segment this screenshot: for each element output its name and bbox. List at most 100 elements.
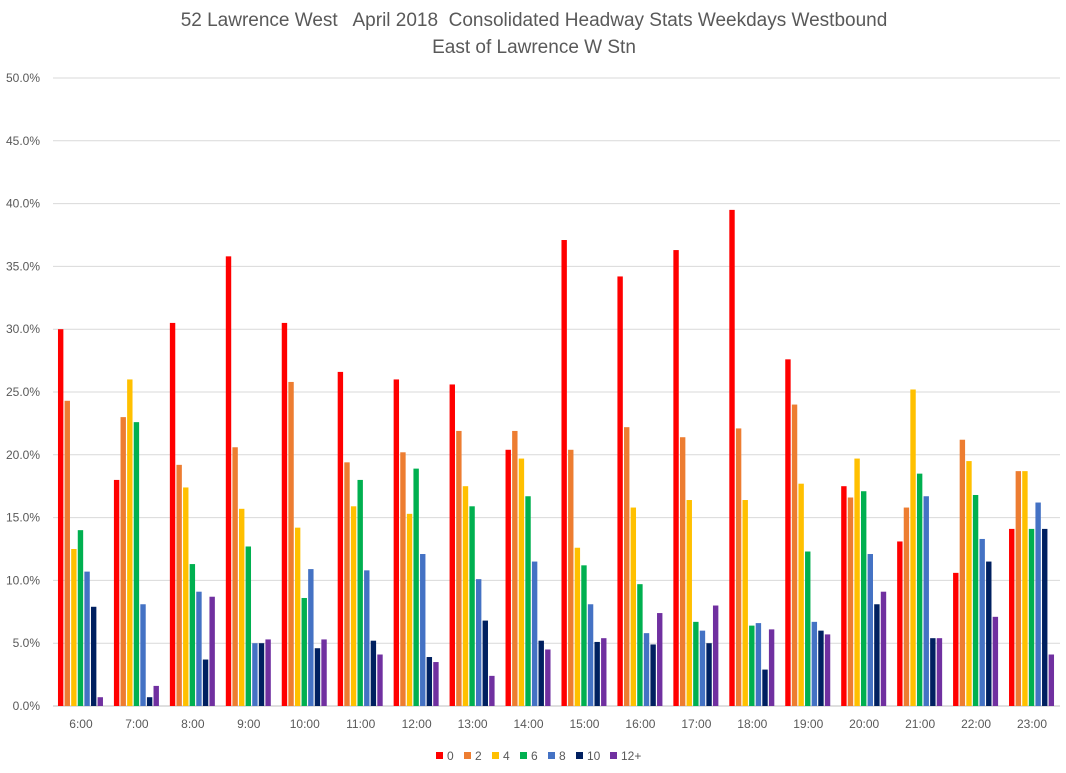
legend-item: 6	[520, 749, 538, 763]
bar-1300-series-4	[462, 486, 469, 706]
bar-2100-series-12plus	[936, 638, 943, 706]
bar-2100-series-2	[903, 507, 910, 706]
y-tick-label: 30.0%	[6, 322, 40, 336]
bar-700-series-8	[140, 604, 146, 706]
bar-1800-series-2	[735, 428, 742, 706]
x-tick-label: 9:00	[237, 717, 261, 731]
legend-swatch	[548, 752, 555, 759]
bar-1300-series-2	[456, 430, 462, 706]
bar-1700-series-8	[699, 630, 706, 706]
bar-900-series-0	[225, 256, 232, 706]
bar-800-series-2	[176, 464, 182, 706]
bar-1500-series-6	[581, 565, 587, 706]
y-tick-label: 0.0%	[13, 699, 41, 713]
bar-700-series-2	[120, 417, 126, 706]
bar-1600-series-12plus	[657, 613, 663, 706]
bar-1000-series-8	[308, 569, 314, 706]
legend-swatch	[576, 752, 583, 759]
bar-1700-series-4	[686, 500, 692, 706]
bar-1300-series-0	[449, 384, 455, 706]
bar-600-series-2	[64, 400, 70, 706]
x-tick-label: 21:00	[905, 717, 935, 731]
bar-1200-series-10	[426, 657, 433, 706]
bar-600-series-8	[84, 571, 90, 706]
bar-2100-series-10	[930, 638, 936, 706]
x-tick-label: 12:00	[402, 717, 432, 731]
x-tick-label: 16:00	[625, 717, 655, 731]
bar-1800-series-8	[755, 623, 762, 706]
bar-2300-series-4	[1022, 471, 1028, 706]
x-tick-label: 10:00	[290, 717, 320, 731]
bar-1000-series-12plus	[321, 639, 327, 706]
y-tick-label: 45.0%	[6, 134, 40, 148]
bar-1600-series-0	[617, 276, 623, 706]
bar-2300-series-12plus	[1048, 654, 1055, 706]
bar-1900-series-6	[805, 551, 811, 706]
bar-1600-series-6	[637, 584, 643, 706]
bar-1200-series-12plus	[433, 662, 439, 706]
bar-2300-series-2	[1015, 471, 1022, 706]
bar-1800-series-10	[762, 669, 768, 706]
bar-1400-series-6	[525, 496, 531, 706]
bar-1400-series-12plus	[545, 649, 551, 706]
legend-swatch	[610, 752, 617, 759]
legend-label: 2	[475, 749, 482, 763]
bar-800-series-10	[202, 659, 209, 706]
bar-900-series-8	[252, 643, 258, 706]
bar-1900-series-8	[811, 621, 818, 706]
chart-subtitle: East of Lawrence W Stn	[432, 37, 636, 58]
bar-1500-series-4	[574, 547, 581, 706]
y-tick-label: 40.0%	[6, 197, 40, 211]
bar-1000-series-0	[281, 322, 288, 706]
y-tick-label: 20.0%	[6, 448, 40, 462]
bar-1800-series-4	[742, 500, 748, 706]
bar-2000-series-6	[860, 491, 867, 706]
legend-label: 6	[531, 749, 538, 763]
bar-800-series-12plus	[209, 596, 215, 706]
bar-2200-series-8	[979, 538, 985, 706]
bar-1300-series-6	[469, 506, 475, 706]
legend-label: 0	[447, 749, 454, 763]
bar-1700-series-6	[693, 621, 699, 706]
x-tick-label: 8:00	[181, 717, 205, 731]
legend-label: 10	[587, 749, 601, 763]
bar-2100-series-0	[897, 541, 903, 706]
legend-item: 4	[492, 749, 510, 763]
bar-1500-series-0	[561, 240, 567, 706]
bar-2100-series-6	[916, 473, 923, 706]
bar-600-series-6	[77, 530, 84, 706]
legend-label: 12+	[621, 749, 641, 763]
bar-700-series-0	[113, 479, 120, 706]
bar-1000-series-6	[301, 597, 307, 706]
y-tick-label: 50.0%	[6, 71, 40, 85]
x-tick-label: 11:00	[346, 717, 375, 731]
bar-1900-series-4	[798, 483, 804, 706]
legend-item: 0	[436, 749, 454, 763]
bar-1000-series-10	[314, 648, 321, 706]
x-tick-label: 23:00	[1017, 717, 1047, 731]
bar-1700-series-10	[706, 643, 712, 706]
bar-1000-series-2	[288, 381, 294, 706]
bar-1200-series-8	[420, 554, 426, 706]
bar-800-series-6	[189, 564, 196, 706]
legend-item: 10	[576, 749, 601, 763]
legend-swatch	[436, 752, 443, 759]
bar-1300-series-8	[475, 579, 482, 706]
bar-1400-series-10	[538, 640, 544, 706]
y-tick-label: 5.0%	[13, 636, 41, 650]
bar-800-series-8	[196, 591, 202, 706]
bar-2200-series-6	[972, 494, 979, 706]
bar-2300-series-0	[1009, 528, 1015, 706]
bar-900-series-6	[245, 546, 252, 706]
bar-1700-series-12plus	[712, 605, 719, 706]
bar-2200-series-12plus	[992, 616, 999, 706]
bar-600-series-4	[71, 549, 77, 706]
legend-item: 12+	[610, 749, 641, 763]
bar-900-series-4	[239, 508, 245, 706]
bar-1600-series-10	[650, 644, 656, 706]
x-tick-label: 6:00	[69, 717, 93, 731]
bar-700-series-6	[133, 422, 140, 706]
bar-1200-series-0	[393, 379, 400, 706]
bar-1100-series-10	[370, 640, 377, 706]
